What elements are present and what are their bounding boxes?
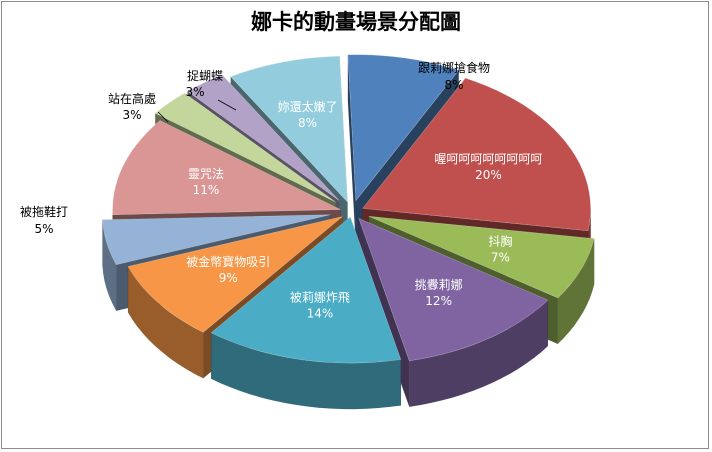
pie-slice [230,55,348,203]
pie-slice [127,216,343,333]
pie-slice [154,92,337,203]
slice-label: 挑釁莉娜 [415,277,463,292]
pie-slice [187,74,340,201]
slice-label: 跟莉娜搶食物 [418,60,490,75]
slice-percent-label: 8% [444,78,463,92]
pie-slice-tops [102,54,595,364]
pie-slice [112,120,341,216]
slice-percent-label: 5% [34,222,53,236]
slice-label: 妳還太嫩了 [278,99,338,114]
pie-slice [368,216,595,299]
slice-label: 靈咒法 [188,167,224,181]
pie-slice [347,54,460,202]
leader-line [217,99,237,111]
pie-slice [362,77,592,232]
chart-title: 娜卡的動畫場景分配圖 [251,9,461,34]
slice-percent-label: 3% [185,85,204,99]
slice-label: 被金幣寶物吸引 [186,254,270,269]
slice-label: 捉蝴蝶 [187,68,223,83]
slice-label: 抖胸 [488,233,512,248]
slice-percent-label: 3% [122,108,141,122]
slice-percent-label: 14% [307,306,334,320]
pie-slice-side [557,238,595,345]
slice-label: 站在高處 [108,91,156,106]
slice-percent-label: 11% [193,183,220,197]
slice-label: 被莉娜炸飛 [290,290,350,304]
pie-slice [210,216,402,364]
pie-slice [102,214,331,266]
slice-percent-label: 7% [491,250,510,264]
pie-labels: 跟莉娜搶食物 8% 喔呵呵呵呵呵呵呵呵 20% 抖胸 7% 挑釁莉娜 12% 被莉娜炸飛 14% 被… [20,60,542,320]
slice-percent-label: 20% [475,168,502,182]
slice-label: 喔呵呵呵呵呵呵呵呵 [434,152,542,166]
slice-percent-label: 8% [298,116,317,130]
slice-percent-label: 9% [219,271,238,285]
slice-percent-label: 12% [425,294,452,308]
leader-line [157,111,169,123]
slice-label: 被拖鞋打 [20,204,68,219]
pie-slice [358,217,549,362]
